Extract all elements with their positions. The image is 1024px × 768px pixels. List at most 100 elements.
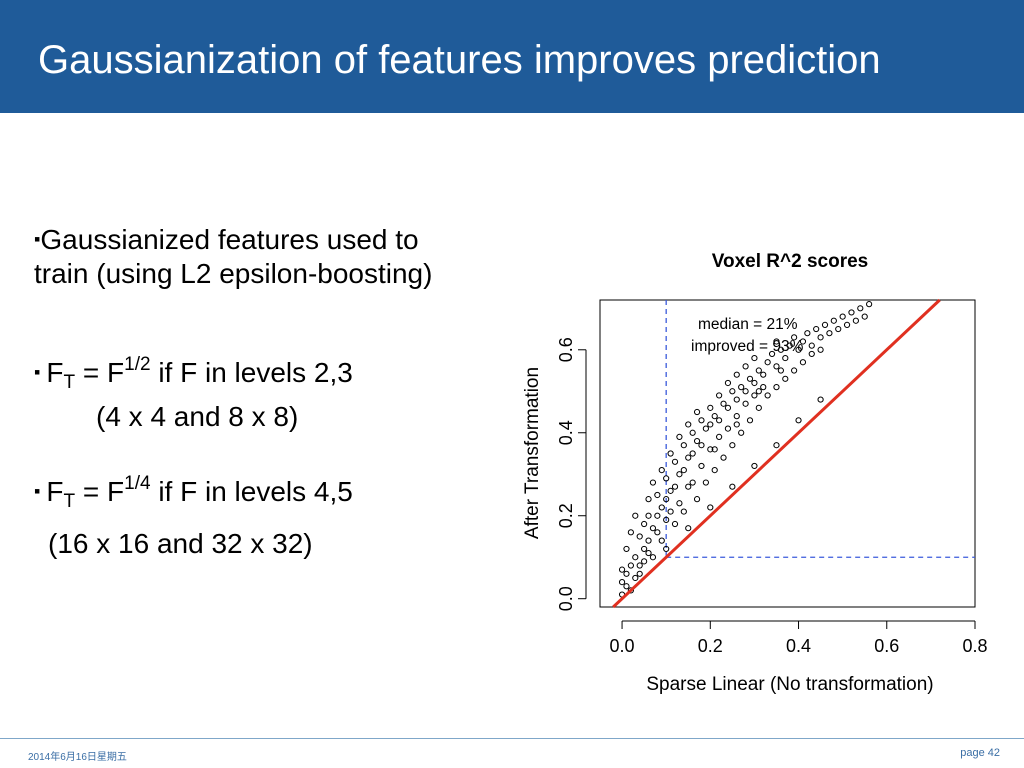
data-point (623, 545, 630, 553)
data-point (689, 429, 696, 436)
data-point (645, 512, 652, 519)
data-point (676, 471, 683, 478)
data-point (618, 566, 626, 573)
data-point (720, 454, 727, 461)
x-tick-label: 0.4 (786, 636, 811, 656)
data-point (764, 359, 771, 366)
bullet-1-line2: train (using L2 epsilon-boosting) (34, 258, 433, 289)
data-point (645, 496, 652, 503)
x-axis-ticks: 0.0 0.2 0.4 0.6 0.8 (610, 620, 988, 656)
data-point (830, 317, 837, 324)
bullet-2-line2: (4 x 4 and 8 x 8) (96, 401, 299, 432)
data-point (698, 442, 705, 449)
bullet-marker: ▪ (34, 481, 41, 501)
data-point (649, 525, 657, 532)
x-tick-label: 0.8 (962, 636, 987, 656)
data-point (636, 533, 643, 540)
x-tick-label: 0.2 (698, 636, 723, 656)
data-point (663, 516, 670, 523)
data-point (755, 388, 762, 395)
data-point (658, 537, 665, 544)
data-point (751, 462, 758, 470)
title-bar: Gaussianization of features improves pre… (0, 0, 1024, 113)
data-point (791, 367, 798, 374)
data-point (724, 425, 732, 432)
data-point (821, 321, 829, 328)
data-point (702, 479, 709, 486)
data-point (645, 537, 652, 544)
data-point (857, 305, 864, 312)
data-point (671, 520, 679, 528)
data-point (689, 450, 696, 457)
data-point (852, 317, 859, 324)
data-point (738, 384, 745, 391)
x-tick-label: 0.6 (874, 636, 899, 656)
slide-title: Gaussianization of features improves pre… (38, 38, 881, 82)
data-point (685, 454, 692, 461)
data-point (680, 508, 687, 515)
data-point (707, 404, 714, 411)
data-point (671, 483, 679, 490)
data-point (760, 384, 767, 391)
data-point (866, 301, 873, 308)
data-point (623, 570, 630, 577)
data-point (720, 400, 727, 407)
data-point (755, 404, 762, 411)
data-point (716, 392, 723, 399)
data-point (848, 309, 855, 316)
data-point (764, 392, 771, 399)
bullet-1: ▪Gaussianized features used to train (us… (34, 222, 534, 291)
data-point (636, 562, 643, 569)
y-tick-label: 0.0 (556, 586, 576, 611)
formula-rest: if F in levels 2,3 (150, 357, 353, 388)
data-point (693, 437, 701, 445)
data-point (663, 545, 670, 553)
formula-exponent: 1/4 (124, 473, 151, 494)
data-point (689, 479, 696, 486)
plot-frame (599, 299, 976, 608)
footer-page-number: page 42 (960, 747, 1000, 759)
y-tick-label: 0.6 (556, 337, 576, 362)
bullet-3: ▪ FT = F1/4 if F in levels 4,5 (16 x 16 a… (34, 467, 534, 561)
data-point (667, 508, 674, 515)
data-point (835, 325, 842, 333)
data-point (707, 446, 714, 453)
data-point (649, 554, 657, 561)
data-point (817, 334, 824, 341)
data-point (671, 458, 679, 465)
data-point (729, 388, 736, 395)
data-point (773, 363, 780, 370)
scatter-chart: Voxel R^2 scores 0.0 0.2 0.4 0.6 0.8 0.00.20… (522, 251, 988, 695)
data-point (698, 417, 705, 424)
data-point (746, 417, 754, 424)
data-point (795, 346, 802, 353)
data-point (685, 525, 692, 532)
footer-date: 2014年6月16日星期五 (28, 752, 127, 763)
data-point (760, 371, 767, 378)
bullet-1-line1: Gaussianized features used to (40, 224, 419, 255)
data-point (680, 466, 687, 474)
identity-line (612, 298, 941, 609)
data-point (733, 413, 740, 420)
data-point (729, 483, 736, 490)
data-point (724, 379, 732, 387)
data-point (693, 496, 701, 503)
data-point (795, 417, 802, 424)
data-point (663, 475, 670, 482)
data-point (676, 500, 683, 507)
data-point (804, 330, 811, 337)
formula-subscript: T (63, 491, 76, 512)
data-point (618, 579, 626, 586)
data-point (711, 413, 718, 420)
data-point (733, 421, 740, 428)
data-point (738, 429, 745, 436)
data-point (716, 433, 723, 441)
data-point (632, 554, 639, 561)
data-point (623, 583, 630, 590)
formula-lhs: F (46, 357, 64, 388)
scatter-points (618, 301, 873, 598)
median-guides (665, 300, 975, 558)
data-point (777, 346, 784, 353)
data-point (707, 504, 714, 511)
data-point (676, 433, 683, 441)
